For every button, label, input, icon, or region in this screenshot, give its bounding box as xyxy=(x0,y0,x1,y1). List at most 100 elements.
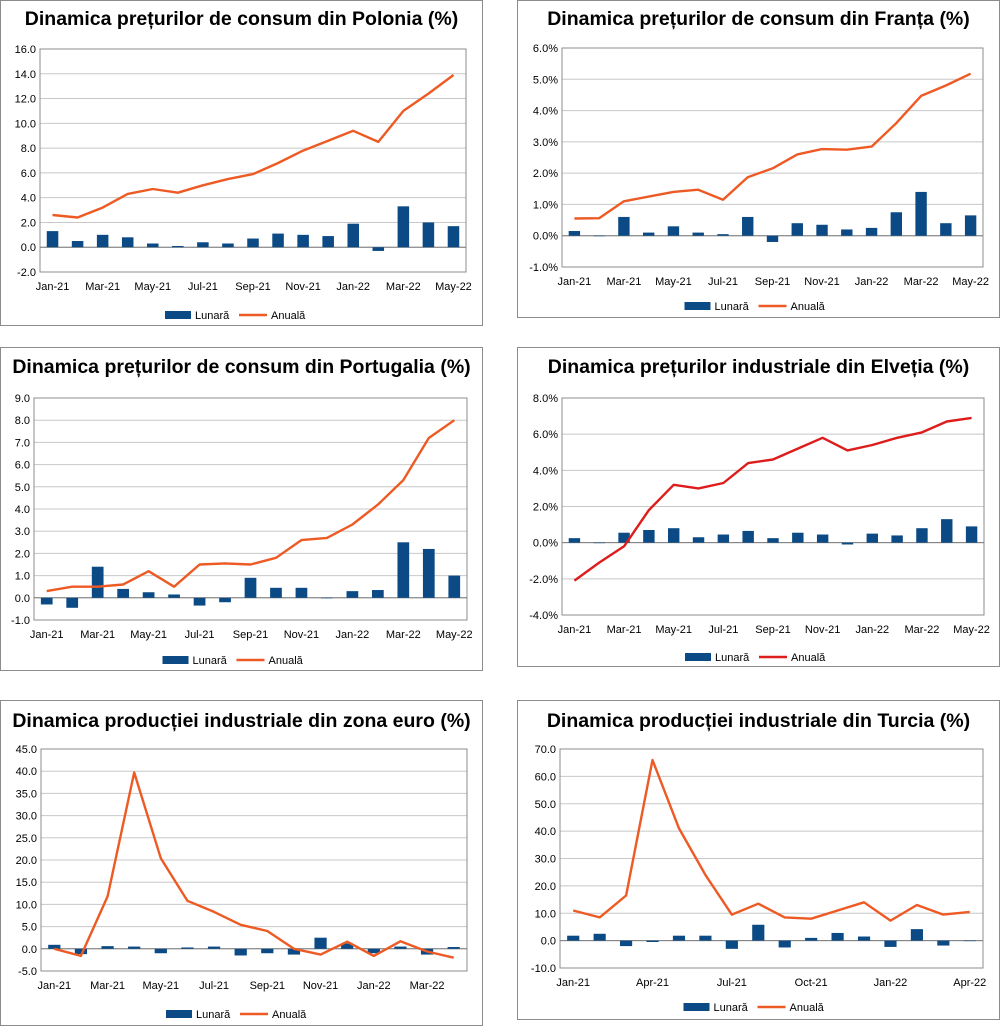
y-tick-label: 4.0 xyxy=(21,193,36,205)
line-anuala xyxy=(46,419,455,593)
bar-lunara xyxy=(168,594,180,598)
bar-lunara xyxy=(593,933,606,941)
bar-lunara xyxy=(322,236,334,248)
x-tick-label: Jan-21 xyxy=(30,629,64,641)
x-tick-label: Nov-21 xyxy=(303,980,338,992)
chart-plot: 16.014.012.010.08.06.04.02.00.0-2.0Jan-2… xyxy=(15,44,472,322)
y-tick-label: 20.0 xyxy=(16,855,37,867)
legend-label-lunara: Lunară xyxy=(714,1002,749,1014)
x-tick-label: Mar-22 xyxy=(386,629,421,641)
y-tick-label: 8.0 xyxy=(21,143,36,155)
bar-lunara xyxy=(963,940,976,942)
bar-lunara xyxy=(717,234,729,236)
bar-lunara xyxy=(40,597,53,605)
x-tick-label: Mar-21 xyxy=(85,281,120,293)
bar-lunara xyxy=(965,526,978,543)
x-tick-label: Jan-22 xyxy=(855,276,889,288)
chart-title: Dinamica prețurilor de consum din Poloni… xyxy=(24,8,459,30)
bar-lunara xyxy=(448,575,461,598)
bar-lunara xyxy=(101,946,114,949)
bar-lunara xyxy=(128,946,141,949)
x-tick-label: May-21 xyxy=(655,624,692,636)
chart-plot: 9.0 8.0 7.0 6.0 5.0 4.0 3.0 2.0 1.0 0.0 -1.0Jan-21… xyxy=(11,393,473,667)
legend-label-anuala: Anuală xyxy=(790,1002,825,1014)
x-tick-label: May-21 xyxy=(142,980,179,992)
x-tick-label: Mar-22 xyxy=(904,276,939,288)
bar-lunara xyxy=(48,944,61,949)
bar-lunara xyxy=(642,232,655,236)
bar-lunara xyxy=(422,548,435,598)
plot-frame xyxy=(561,397,985,616)
y-tick-label: 2.0% xyxy=(533,168,558,180)
y-tick-label: 2.0% xyxy=(533,502,558,514)
x-tick-label: Sep-21 xyxy=(233,629,268,641)
y-tick-label: 0.0 xyxy=(541,936,556,948)
bar-lunara xyxy=(397,206,410,248)
y-tick-label: -2.0 xyxy=(17,267,36,279)
legend-swatch-lunara xyxy=(165,311,191,319)
bar-lunara xyxy=(742,530,754,543)
x-tick-label: Nov-21 xyxy=(804,276,839,288)
bar-lunara xyxy=(916,528,928,543)
y-tick-label: 2.0 xyxy=(15,548,30,560)
x-tick-label: Jan-21 xyxy=(36,281,70,293)
chart-panel-zona-euro: Dinamica producției industriale din zona… xyxy=(0,700,483,1026)
y-tick-label: 60.0 xyxy=(535,771,556,783)
bar-lunara xyxy=(142,592,155,598)
bar-lunara xyxy=(841,542,854,545)
legend-label-anuala: Anuală xyxy=(272,1009,307,1021)
y-tick-label: 2.0 xyxy=(21,217,36,229)
y-tick-label: 5.0% xyxy=(533,74,558,86)
chart-panel-turcia: Dinamica producției industriale din Turc… xyxy=(517,700,1000,1020)
bar-lunara xyxy=(447,947,460,949)
y-tick-label: -2.0% xyxy=(529,574,558,586)
x-tick-label: Nov-21 xyxy=(805,624,840,636)
bar-lunara xyxy=(767,538,779,543)
bar-lunara xyxy=(314,937,327,949)
bar-lunara xyxy=(816,224,828,236)
bar-lunara xyxy=(692,232,704,236)
bar-lunara xyxy=(910,929,923,941)
y-tick-label: 6.0% xyxy=(533,429,558,441)
bar-lunara xyxy=(937,940,950,946)
bar-lunara xyxy=(321,597,333,599)
bar-lunara xyxy=(567,935,580,941)
bar-lunara xyxy=(667,528,680,543)
y-tick-label: 6.0 xyxy=(21,168,36,180)
chart-panel-portugalia: Dinamica prețurilor de consum din Portug… xyxy=(0,347,483,671)
y-tick-label: 1.0% xyxy=(533,199,558,211)
chart-title: Dinamica producției industriale din Turc… xyxy=(546,710,971,732)
bar-lunara xyxy=(831,932,844,941)
x-tick-label: Mar-22 xyxy=(410,980,445,992)
x-tick-label: May-21 xyxy=(655,276,692,288)
x-tick-label: Sep-21 xyxy=(235,281,270,293)
y-tick-label: 50.0 xyxy=(535,799,556,811)
y-tick-label: 35.0 xyxy=(16,788,37,800)
y-tick-label: -10.0 xyxy=(531,963,556,975)
y-tick-label: 0.0% xyxy=(533,538,558,550)
bar-lunara xyxy=(346,591,359,598)
legend-label-anuala: Anuală xyxy=(791,652,826,664)
bar-lunara xyxy=(891,535,903,543)
legend-label-lunara: Lunară xyxy=(195,310,230,322)
bar-lunara xyxy=(742,216,754,236)
chart-panel-franta: Dinamica prețurilor de consum din Franța… xyxy=(517,0,1000,318)
bar-lunara xyxy=(593,542,605,544)
chart-title: Dinamica prețurilor industriale din Elve… xyxy=(547,356,970,378)
y-tick-label: 40.0 xyxy=(535,826,556,838)
x-tick-label: May-22 xyxy=(952,276,989,288)
bar-lunara xyxy=(91,566,104,598)
bar-lunara xyxy=(618,532,630,543)
bar-lunara xyxy=(147,243,159,248)
x-tick-label: Mar-22 xyxy=(386,281,421,293)
bar-lunara xyxy=(397,542,410,598)
y-tick-label: 40.0 xyxy=(16,766,37,778)
bar-lunara xyxy=(618,216,630,236)
y-tick-label: 4.0% xyxy=(533,106,558,118)
bar-lunara xyxy=(620,940,633,947)
bar-lunara xyxy=(766,235,779,242)
legend-swatch-lunara xyxy=(684,302,711,310)
bar-lunara xyxy=(805,937,818,941)
chart-panel-polonia: Dinamica prețurilor de consum din Poloni… xyxy=(0,0,483,326)
bar-lunara xyxy=(297,234,309,248)
